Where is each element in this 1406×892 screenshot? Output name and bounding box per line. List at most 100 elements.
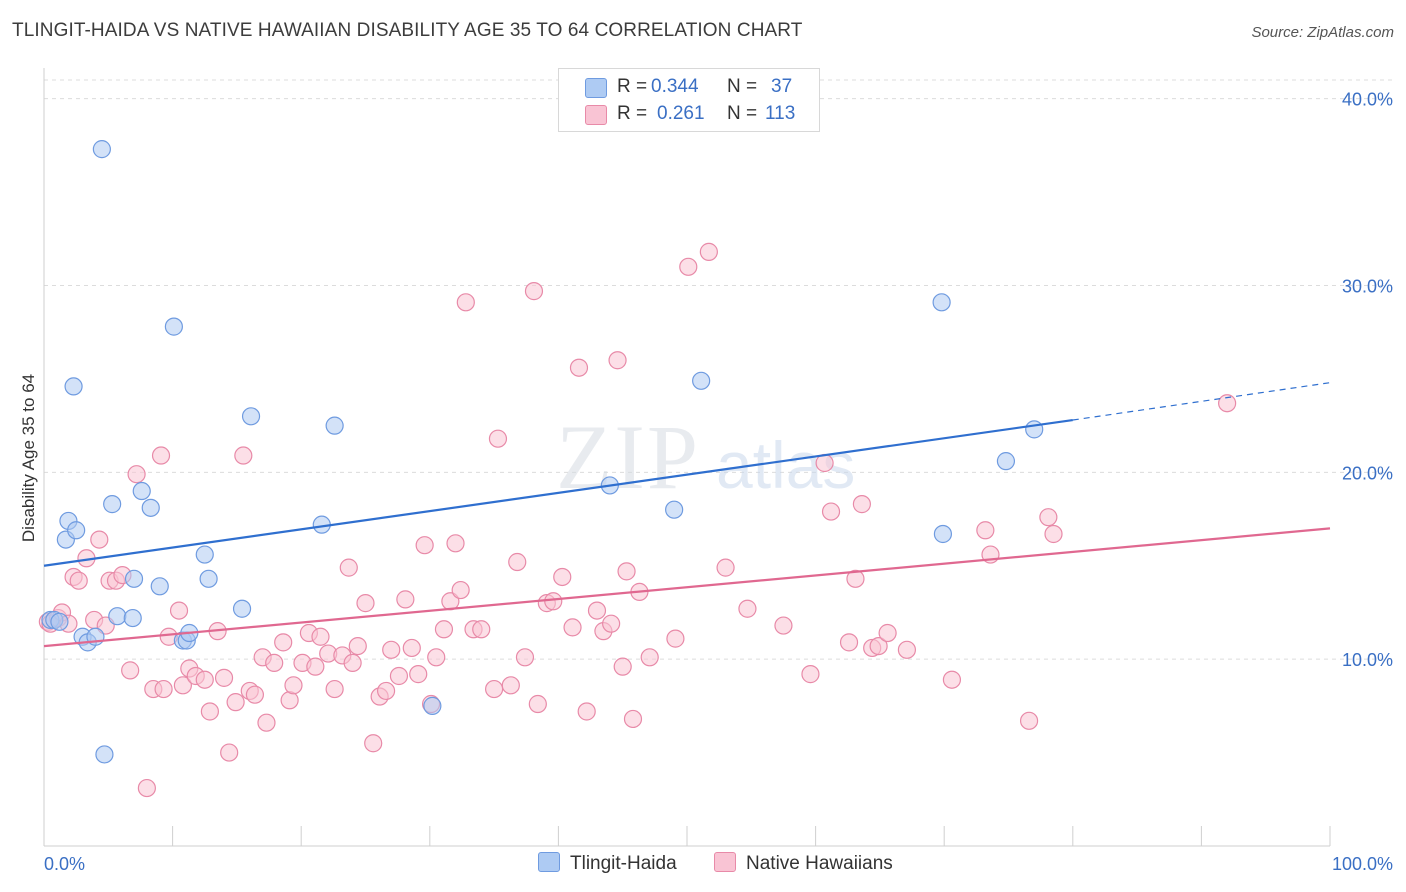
watermark-atlas: atlas	[716, 428, 855, 502]
x-tick-label: 0.0%	[44, 854, 85, 874]
point-native-hawaiians	[389, 666, 409, 686]
point-native-hawaiians	[1039, 508, 1058, 527]
point-tlingit-haida	[1025, 420, 1044, 439]
point-tlingit-haida	[423, 696, 442, 715]
point-tlingit-haida	[692, 371, 711, 390]
point-native-hawaiians	[666, 629, 685, 648]
point-native-hawaiians	[553, 567, 572, 587]
point-native-hawaiians	[716, 558, 735, 577]
point-tlingit-haida	[108, 607, 127, 626]
point-native-hawaiians	[602, 614, 621, 633]
y-tick-label: 10.0%	[1342, 650, 1393, 670]
point-native-hawaiians	[821, 502, 841, 521]
point-tlingit-haida	[665, 500, 684, 519]
point-tlingit-haida	[50, 612, 69, 631]
legend-n-label: N =	[727, 76, 758, 97]
point-tlingit-haida	[67, 521, 86, 540]
point-tlingit-haida	[123, 608, 142, 628]
point-native-hawaiians	[339, 558, 358, 577]
point-tlingit-haida	[95, 745, 114, 764]
point-native-hawaiians	[451, 580, 470, 600]
point-native-hawaiians	[284, 676, 303, 695]
point-tlingit-haida	[124, 569, 144, 588]
legend-n-value: 37	[771, 76, 793, 97]
point-native-hawaiians	[679, 257, 698, 276]
source-label: Source: ZipAtlas.com	[1251, 24, 1394, 41]
legend-n-label: N =	[727, 103, 758, 124]
point-tlingit-haida	[150, 577, 169, 596]
point-native-hawaiians	[434, 620, 454, 639]
point-native-hawaiians	[852, 495, 871, 514]
point-native-hawaiians	[617, 562, 636, 581]
y-tick-label: 20.0%	[1342, 463, 1393, 483]
point-native-hawaiians	[280, 691, 299, 710]
point-native-hawaiians	[524, 282, 544, 301]
point-native-hawaiians	[396, 590, 415, 609]
point-tlingit-haida	[199, 569, 218, 588]
legend-n-value: 113	[765, 103, 796, 124]
point-native-hawaiians	[376, 681, 396, 701]
point-native-hawaiians	[325, 679, 344, 699]
point-native-hawaiians	[265, 653, 284, 673]
legend-row-hawaiian: R = 0.261 N = 113	[559, 101, 819, 129]
trend-line-native-hawaiians	[43, 527, 1331, 648]
point-native-hawaiians	[623, 709, 643, 729]
bottom-legend-label-tlingit: Tlingit-Haida	[570, 853, 677, 874]
legend: R = 0.344 N = 37 R = 0.261 N = 113	[558, 68, 820, 132]
point-tlingit-haida	[64, 377, 83, 396]
point-tlingit-haida	[103, 495, 122, 514]
point-native-hawaiians	[488, 429, 508, 448]
point-tlingit-haida	[241, 407, 261, 426]
legend-r-label: R =	[617, 76, 648, 97]
point-native-hawaiians	[976, 521, 995, 540]
series-native-hawaiians	[38, 242, 1237, 798]
legend-r-value: 0.344	[651, 76, 699, 97]
point-native-hawaiians	[348, 636, 367, 656]
legend-r-value: 0.261	[657, 103, 705, 124]
point-native-hawaiians	[127, 465, 146, 484]
legend-swatch-tlingit	[585, 78, 607, 98]
point-native-hawaiians	[839, 633, 859, 652]
point-native-hawaiians	[234, 446, 253, 465]
point-native-hawaiians	[472, 620, 491, 639]
point-native-hawaiians	[245, 685, 265, 704]
point-native-hawaiians	[257, 713, 276, 732]
point-native-hawaiians	[577, 702, 596, 721]
point-tlingit-haida	[325, 416, 344, 435]
point-native-hawaiians	[869, 636, 888, 656]
point-native-hawaiians	[446, 534, 465, 553]
point-native-hawaiians	[942, 670, 962, 689]
bottom-legend-swatch-hawaiian	[714, 852, 736, 872]
point-tlingit-haida	[932, 293, 951, 312]
point-native-hawaiians	[356, 594, 375, 613]
point-native-hawaiians	[1019, 711, 1039, 730]
point-native-hawaiians	[563, 618, 582, 637]
trend-line-tlingit-haida	[43, 418, 1073, 567]
point-native-hawaiians	[137, 778, 156, 798]
point-native-hawaiians	[274, 633, 293, 652]
point-native-hawaiians	[508, 552, 527, 572]
point-native-hawaiians	[409, 665, 428, 684]
point-native-hawaiians	[382, 640, 401, 659]
point-native-hawaiians	[485, 679, 504, 699]
point-tlingit-haida	[92, 140, 111, 159]
point-native-hawaiians	[569, 358, 589, 377]
point-native-hawaiians	[151, 446, 171, 465]
point-native-hawaiians	[801, 665, 820, 684]
legend-row-tlingit: R = 0.344 N = 37	[559, 74, 819, 102]
point-native-hawaiians	[613, 657, 632, 676]
y-axis-label: Disability Age 35 to 64	[19, 374, 38, 542]
point-tlingit-haida	[164, 317, 183, 336]
point-native-hawaiians	[195, 670, 214, 689]
point-native-hawaiians	[306, 657, 325, 676]
point-native-hawaiians	[515, 648, 535, 667]
point-native-hawaiians	[640, 648, 659, 667]
bottom-legend-hawaiian: Native Hawaiians	[714, 852, 893, 875]
point-tlingit-haida	[232, 599, 252, 618]
point-native-hawaiians	[69, 571, 88, 590]
point-native-hawaiians	[501, 676, 520, 695]
legend-swatch-hawaiian	[585, 105, 607, 125]
x-tick-label: 100.0%	[1332, 854, 1393, 874]
point-native-hawaiians	[343, 653, 362, 673]
point-native-hawaiians	[415, 536, 434, 555]
